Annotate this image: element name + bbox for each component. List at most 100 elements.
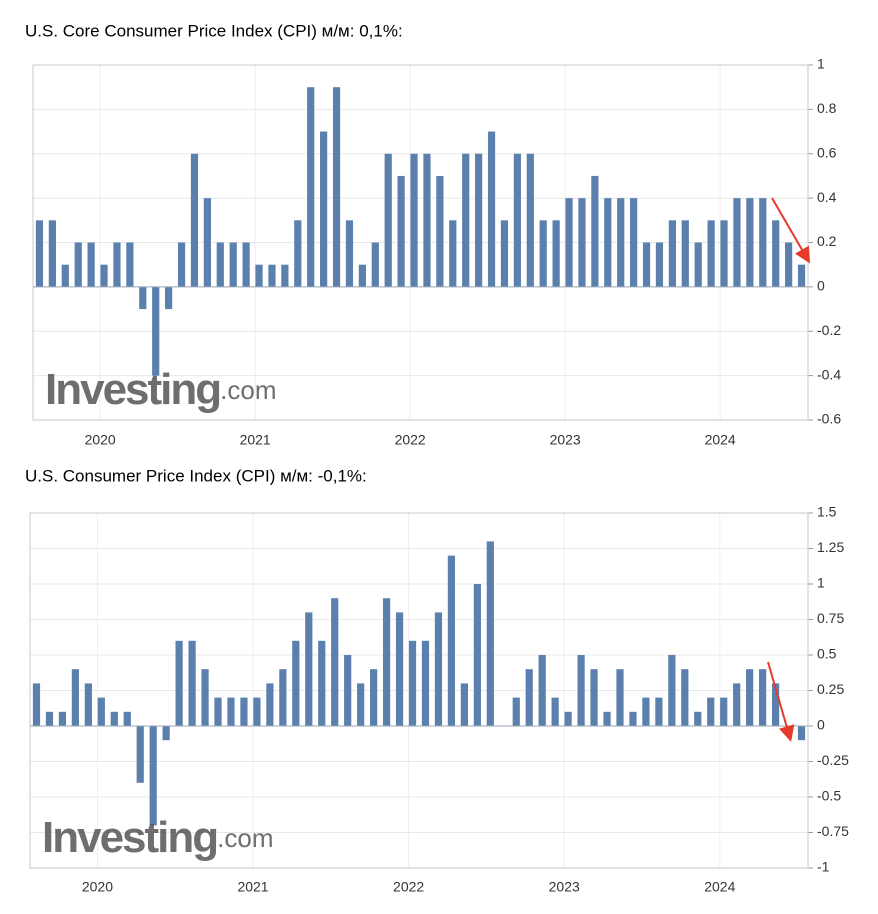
bar <box>345 220 354 287</box>
bar <box>681 220 689 287</box>
bar <box>190 153 199 287</box>
bar <box>604 198 612 287</box>
bar <box>668 655 676 726</box>
bar <box>214 697 222 726</box>
y-tick-label: -0.75 <box>817 823 849 839</box>
bar <box>175 640 183 726</box>
plot-border <box>29 512 809 869</box>
bar <box>694 711 702 726</box>
bar <box>590 669 598 726</box>
bar <box>229 242 237 287</box>
bar <box>357 683 365 726</box>
bar <box>797 264 806 287</box>
bar <box>447 555 456 726</box>
bar <box>655 242 664 287</box>
bar <box>538 655 546 726</box>
bar <box>655 697 663 726</box>
y-tick-label: 0.5 <box>817 646 837 662</box>
bar <box>475 153 483 287</box>
bar <box>421 640 430 726</box>
bar <box>216 242 224 287</box>
bar <box>382 598 391 726</box>
chart-title: U.S. Core Consumer Price Index (CPI) м/м… <box>25 21 403 40</box>
bar <box>61 264 69 287</box>
bar <box>35 220 44 287</box>
watermark-brand: Investing <box>45 365 220 414</box>
bar <box>746 198 754 287</box>
bar <box>603 711 611 726</box>
bar <box>201 669 209 726</box>
y-tick-label: -0.4 <box>817 366 841 382</box>
watermark-suffix: .com <box>220 375 276 405</box>
bar <box>759 198 767 287</box>
bar <box>462 153 470 287</box>
bar <box>240 697 248 726</box>
bar <box>785 242 793 287</box>
bar <box>681 669 689 726</box>
bar <box>84 683 92 726</box>
bar <box>242 242 250 287</box>
bar <box>512 697 520 726</box>
bar <box>513 153 521 287</box>
bar <box>318 640 326 726</box>
y-tick-label: 1 <box>817 575 825 591</box>
bar <box>577 655 585 726</box>
y-tick-label: 1.25 <box>817 539 844 555</box>
bar <box>473 584 481 726</box>
bar <box>74 242 82 287</box>
annotation-arrow <box>767 661 795 742</box>
bar <box>408 640 417 726</box>
bar <box>707 220 715 287</box>
y-tick-label: 0.8 <box>817 100 837 116</box>
bar <box>45 711 54 726</box>
bar <box>630 198 638 287</box>
bar <box>397 175 405 287</box>
bar <box>32 683 41 726</box>
bar <box>294 220 302 287</box>
y-tick-label: -0.6 <box>817 411 841 427</box>
bar <box>87 242 95 287</box>
bar <box>332 87 341 287</box>
x-tick-label: 2023 <box>549 879 580 895</box>
bar <box>565 198 573 287</box>
x-tick-label: 2024 <box>705 432 736 448</box>
bar <box>500 220 509 287</box>
bar <box>564 711 572 726</box>
watermark: Investing.com <box>45 365 277 414</box>
watermark: Investing.com <box>42 813 274 862</box>
bar <box>552 220 560 287</box>
bar <box>188 640 196 726</box>
bar <box>370 669 378 726</box>
bar <box>281 264 289 287</box>
bar <box>97 697 105 726</box>
y-tick-label: 0.75 <box>817 610 844 626</box>
bar <box>358 264 366 287</box>
bar <box>331 598 339 726</box>
y-tick-label: -0.5 <box>817 788 841 804</box>
bar <box>797 726 806 741</box>
y-tick-label: -1 <box>817 859 830 875</box>
bar <box>371 242 379 287</box>
watermark-suffix: .com <box>217 823 273 853</box>
x-tick-label: 2023 <box>550 432 581 448</box>
bar <box>253 697 261 726</box>
annotation-arrow <box>771 197 811 264</box>
y-tick-label: 0.2 <box>817 233 837 249</box>
y-tick-label: -0.2 <box>817 322 841 338</box>
y-tick-label: 1.5 <box>817 504 837 520</box>
bar <box>707 697 715 726</box>
bar <box>279 669 287 726</box>
bar <box>759 669 767 726</box>
bar <box>320 131 328 287</box>
bar <box>123 711 131 726</box>
bar <box>410 153 418 287</box>
x-tick-label: 2022 <box>393 879 424 895</box>
bar <box>177 242 186 287</box>
x-tick-label: 2024 <box>704 879 735 895</box>
bar <box>526 153 534 287</box>
bar <box>110 711 118 726</box>
bar <box>772 220 780 287</box>
bar <box>71 669 79 726</box>
bar <box>344 655 352 726</box>
